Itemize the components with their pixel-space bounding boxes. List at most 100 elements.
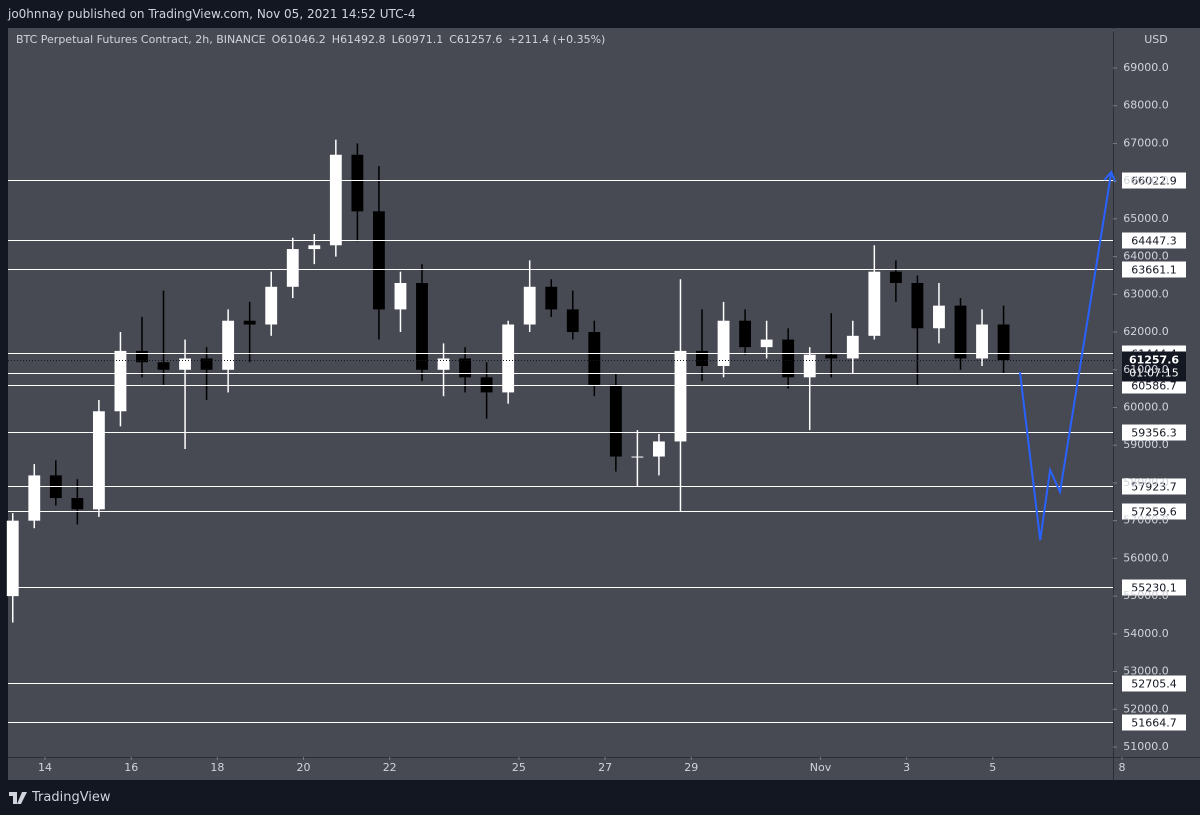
- ohlc-key: O: [271, 33, 281, 46]
- axes: 51000.0 52000.0 53000.0 54000.0 55000.0 56000…: [38, 23, 1200, 774]
- countdown: 01:07:15: [1129, 367, 1178, 380]
- ohlc-key: H: [331, 33, 341, 46]
- projection-line: [1018, 171, 1113, 541]
- candle-body: [868, 271, 881, 336]
- level-label: 57259.6: [1131, 506, 1177, 519]
- x-tick-label: Nov: [810, 761, 832, 774]
- projection-arrowhead: [1103, 170, 1117, 183]
- candle-body: [28, 475, 41, 521]
- y-tick-label: 51000.0: [1123, 740, 1169, 753]
- candle-body: [976, 324, 988, 359]
- projection: [1018, 170, 1117, 541]
- x-tick-label: 27: [598, 761, 612, 774]
- y-tick-label: 54000.0: [1123, 627, 1169, 640]
- y-tick-label: 52000.0: [1123, 702, 1169, 715]
- brand: TradingView: [32, 790, 111, 805]
- change: +211.4 (+0.35%): [508, 33, 606, 46]
- level-label-bg: [1122, 579, 1186, 596]
- y-tick-label: 57000.0: [1123, 514, 1169, 527]
- candle-body: [760, 339, 773, 348]
- candle-body: [803, 354, 816, 378]
- ohlc-key: C: [449, 33, 457, 46]
- y-tick-label: 53000.0: [1123, 665, 1169, 678]
- last-price: 61257.6: [1129, 354, 1179, 367]
- publisher-bar: jo0hnnay published on TradingView.com, N…: [0, 0, 1200, 28]
- candle-body: [609, 384, 622, 457]
- candle-body: [545, 286, 558, 310]
- candle-body: [114, 350, 127, 412]
- candle-body: [308, 245, 321, 250]
- legend: BTC Perpetual Futures Contract, 2h, BINA…: [16, 33, 605, 46]
- candle-body: [782, 339, 795, 378]
- candle-body: [674, 350, 687, 442]
- candle-body: [243, 320, 256, 325]
- candle-body: [416, 283, 428, 370]
- candle-body: [459, 358, 472, 378]
- candle-body: [825, 354, 838, 359]
- candle-body: [696, 350, 708, 366]
- level-label: 60586.7: [1131, 380, 1177, 393]
- y-tick-label: 68000.0: [1123, 99, 1169, 112]
- level-label-bg: [1122, 503, 1186, 520]
- candle-body: [846, 335, 859, 359]
- candle-body: [437, 358, 450, 370]
- candle-body: [889, 271, 902, 284]
- candle-body: [179, 358, 191, 370]
- ohlc-value: 61257.6: [456, 33, 503, 46]
- level-label-bg: [1122, 675, 1186, 692]
- candle-body: [911, 283, 924, 329]
- level-label: 59356.3: [1131, 427, 1177, 440]
- y-tick-label: 60000.0: [1123, 400, 1169, 413]
- level-label-bg: [1122, 172, 1186, 189]
- ohlc-value: 61046.2: [280, 33, 326, 46]
- level-label: 63661.1: [1131, 264, 1177, 277]
- x-tick-label: 18: [210, 761, 224, 774]
- candle-body: [394, 283, 407, 310]
- level-label: 51664.7: [1131, 717, 1177, 730]
- ohlc-value: 61492.8: [340, 33, 386, 46]
- level-label: 52705.4: [1131, 678, 1177, 691]
- candle-body: [136, 350, 148, 363]
- candle-body: [351, 154, 364, 212]
- x-tick-label: 16: [124, 761, 138, 774]
- time-axis: [8, 758, 1200, 780]
- ohlc-key: L: [391, 33, 398, 46]
- level-label-bg: [1122, 714, 1186, 731]
- candle-body: [71, 498, 84, 510]
- currency-bg: [1114, 28, 1200, 48]
- chart: 66022.964447.363661.161444.460915.660586…: [6, 23, 1200, 780]
- symbol-title: BTC Perpetual Futures Contract, 2h, BINA…: [16, 33, 266, 46]
- x-tick-label: 29: [684, 761, 698, 774]
- candle-body: [6, 520, 19, 597]
- y-tick-label: 56000.0: [1123, 551, 1169, 564]
- y-tick-label: 55000.0: [1123, 589, 1169, 602]
- x-tick-label: 22: [383, 761, 397, 774]
- y-tick-label: 63000.0: [1123, 287, 1169, 300]
- level-label-bg: [1122, 424, 1186, 441]
- candle-body: [200, 358, 213, 370]
- candle-body: [631, 456, 644, 458]
- y-tick-label: 66000.0: [1123, 174, 1169, 187]
- logo: [9, 792, 27, 804]
- level-label-bg: [1122, 261, 1186, 278]
- candle-body: [372, 211, 385, 310]
- candle-body: [588, 332, 601, 385]
- currency: USD: [1144, 33, 1168, 46]
- x-tick-label: 3: [903, 761, 910, 774]
- candle-body: [329, 154, 342, 246]
- ohlc-value: 60971.1: [397, 33, 444, 46]
- x-tick-label: 20: [297, 761, 311, 774]
- candle-body: [92, 411, 105, 510]
- y-tick-label: 61000.0: [1123, 363, 1169, 376]
- level-label-bg: [1122, 232, 1186, 249]
- candle-body: [717, 320, 730, 366]
- levels: 66022.964447.363661.161444.460915.660586…: [8, 172, 1186, 731]
- level-label-bg: [1122, 478, 1186, 495]
- y-tick-label: 67000.0: [1123, 136, 1169, 149]
- x-tick-label: 25: [512, 761, 526, 774]
- y-tick-label: 58000.0: [1123, 476, 1169, 489]
- candle-body: [933, 305, 945, 329]
- level-label: 55230.1: [1131, 582, 1177, 595]
- footer: TradingView: [0, 782, 1200, 815]
- last-price-bg: [1122, 351, 1186, 382]
